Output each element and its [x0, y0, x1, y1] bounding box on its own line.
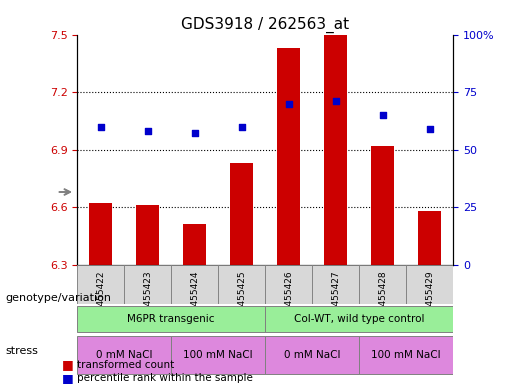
Text: GSM455426: GSM455426: [284, 270, 293, 325]
FancyBboxPatch shape: [171, 265, 218, 304]
Text: GSM455425: GSM455425: [237, 270, 246, 325]
Text: GSM455428: GSM455428: [378, 270, 387, 325]
Text: GSM455423: GSM455423: [143, 270, 152, 325]
FancyBboxPatch shape: [265, 306, 453, 332]
FancyBboxPatch shape: [77, 265, 124, 304]
Bar: [230, 163, 253, 265]
Point: [379, 112, 387, 118]
Text: stress: stress: [5, 346, 38, 356]
FancyBboxPatch shape: [312, 265, 359, 304]
Bar: [136, 205, 160, 265]
Bar: [324, 35, 348, 265]
FancyBboxPatch shape: [218, 265, 265, 304]
Text: genotype/variation: genotype/variation: [5, 293, 111, 303]
Text: Col-WT, wild type control: Col-WT, wild type control: [294, 314, 424, 324]
Text: transformed count: transformed count: [77, 360, 175, 370]
Text: ■: ■: [62, 372, 74, 384]
Text: ■: ■: [62, 358, 74, 371]
Bar: [371, 146, 394, 265]
Text: 0 mM NaCl: 0 mM NaCl: [284, 350, 340, 360]
Text: percentile rank within the sample: percentile rank within the sample: [77, 373, 253, 383]
Text: 0 mM NaCl: 0 mM NaCl: [96, 350, 152, 360]
Text: GSM455424: GSM455424: [190, 270, 199, 325]
Text: GSM455422: GSM455422: [96, 270, 105, 325]
Text: M6PR transgenic: M6PR transgenic: [128, 314, 215, 324]
Point: [332, 98, 340, 104]
Bar: [277, 48, 300, 265]
FancyBboxPatch shape: [77, 306, 265, 332]
Bar: [418, 211, 441, 265]
FancyBboxPatch shape: [406, 265, 453, 304]
FancyBboxPatch shape: [359, 336, 453, 374]
FancyBboxPatch shape: [124, 265, 171, 304]
Text: 100 mM NaCl: 100 mM NaCl: [183, 350, 253, 360]
Point: [144, 128, 152, 134]
Text: GSM455427: GSM455427: [331, 270, 340, 325]
FancyBboxPatch shape: [77, 336, 171, 374]
Title: GDS3918 / 262563_at: GDS3918 / 262563_at: [181, 17, 349, 33]
Point: [97, 124, 105, 130]
FancyBboxPatch shape: [171, 336, 265, 374]
Bar: [89, 203, 112, 265]
Point: [237, 124, 246, 130]
Point: [285, 101, 293, 107]
FancyBboxPatch shape: [265, 336, 359, 374]
Point: [425, 126, 434, 132]
Bar: [183, 224, 207, 265]
FancyBboxPatch shape: [265, 265, 312, 304]
Point: [191, 131, 199, 137]
Text: 100 mM NaCl: 100 mM NaCl: [371, 350, 441, 360]
Text: GSM455429: GSM455429: [425, 270, 434, 325]
FancyBboxPatch shape: [359, 265, 406, 304]
